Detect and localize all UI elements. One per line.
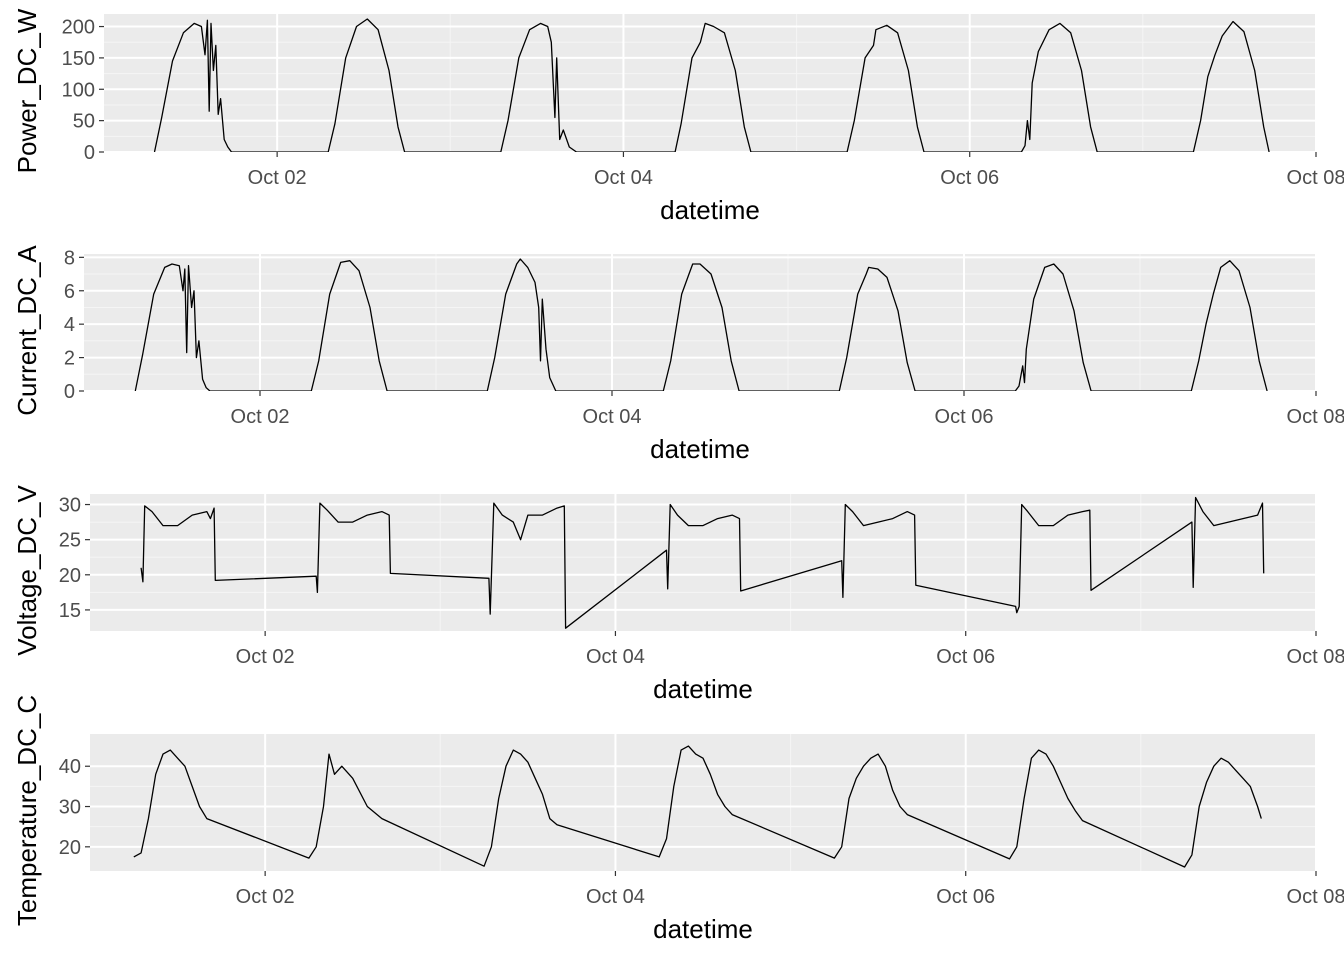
x-tick-label: Oct 06 <box>935 406 994 428</box>
x-tick-label: Oct 06 <box>936 886 995 908</box>
y-axis-title: Current_DC_A <box>12 245 42 416</box>
y-tick-label: 150 <box>62 48 95 70</box>
x-tick-label: Oct 02 <box>236 886 295 908</box>
plot-panel <box>104 14 1316 152</box>
x-axis-title: datetime <box>660 195 760 225</box>
y-tick-label: 8 <box>64 247 75 269</box>
y-tick-label: 200 <box>62 17 95 39</box>
plot-panel <box>84 254 1316 391</box>
x-axis-title: datetime <box>650 434 750 464</box>
panel-2: 15 20 25 30 Oct 02 Oct 04 Oct 06 Oct 08 datetime… <box>12 485 1344 704</box>
x-tick-label: Oct 08 <box>1287 646 1344 668</box>
y-tick-label: 30 <box>59 495 81 517</box>
plot-panel <box>90 734 1316 871</box>
y-axis-title: Power_DC_W <box>12 8 42 173</box>
y-tick-label: 2 <box>64 348 75 370</box>
x-axis-title: datetime <box>653 914 753 944</box>
y-tick-label: 15 <box>59 600 81 622</box>
x-tick-label: Oct 02 <box>231 406 290 428</box>
x-tick-label: Oct 08 <box>1287 406 1344 428</box>
data-line <box>140 496 1265 629</box>
x-tick-label: Oct 06 <box>936 646 995 668</box>
y-tick-label: 20 <box>59 565 81 587</box>
x-tick-label: Oct 04 <box>594 167 653 189</box>
data-line <box>133 745 1262 868</box>
y-tick-label: 20 <box>59 837 81 859</box>
y-tick-label: 25 <box>59 530 81 552</box>
y-tick-label: 50 <box>73 111 95 133</box>
y-tick-label: 4 <box>64 314 75 336</box>
x-tick-label: Oct 08 <box>1287 167 1344 189</box>
y-tick-label: 0 <box>84 142 95 164</box>
data-line <box>134 258 1268 391</box>
y-axis-title: Temperature_DC_C <box>12 695 42 926</box>
x-tick-label: Oct 06 <box>940 167 999 189</box>
y-tick-label: 40 <box>59 756 81 778</box>
y-tick-label: 100 <box>62 79 95 101</box>
x-tick-label: Oct 04 <box>586 646 645 668</box>
x-axis-title: datetime <box>653 674 753 704</box>
x-tick-label: Oct 04 <box>586 886 645 908</box>
y-axis-title: Voltage_DC_V <box>12 485 42 656</box>
plot-panel <box>90 494 1316 631</box>
data-line <box>153 18 1270 152</box>
panel-0: 0 50 100 150 200 Oct 02 Oct 04 Oct 06 Oct 08 date… <box>12 8 1344 225</box>
panel-3: 20 30 40 Oct 02 Oct 04 Oct 06 Oct 08 datetime Te… <box>12 695 1344 944</box>
x-tick-label: Oct 08 <box>1287 886 1344 908</box>
x-tick-label: Oct 04 <box>583 406 642 428</box>
y-tick-label: 6 <box>64 281 75 303</box>
x-tick-label: Oct 02 <box>236 646 295 668</box>
y-tick-label: 0 <box>64 381 75 403</box>
x-tick-label: Oct 02 <box>248 167 307 189</box>
y-tick-label: 30 <box>59 797 81 819</box>
panel-1: 0 2 4 6 8 Oct 02 Oct 04 Oct 06 Oct 08 datetime Cur… <box>12 245 1344 464</box>
